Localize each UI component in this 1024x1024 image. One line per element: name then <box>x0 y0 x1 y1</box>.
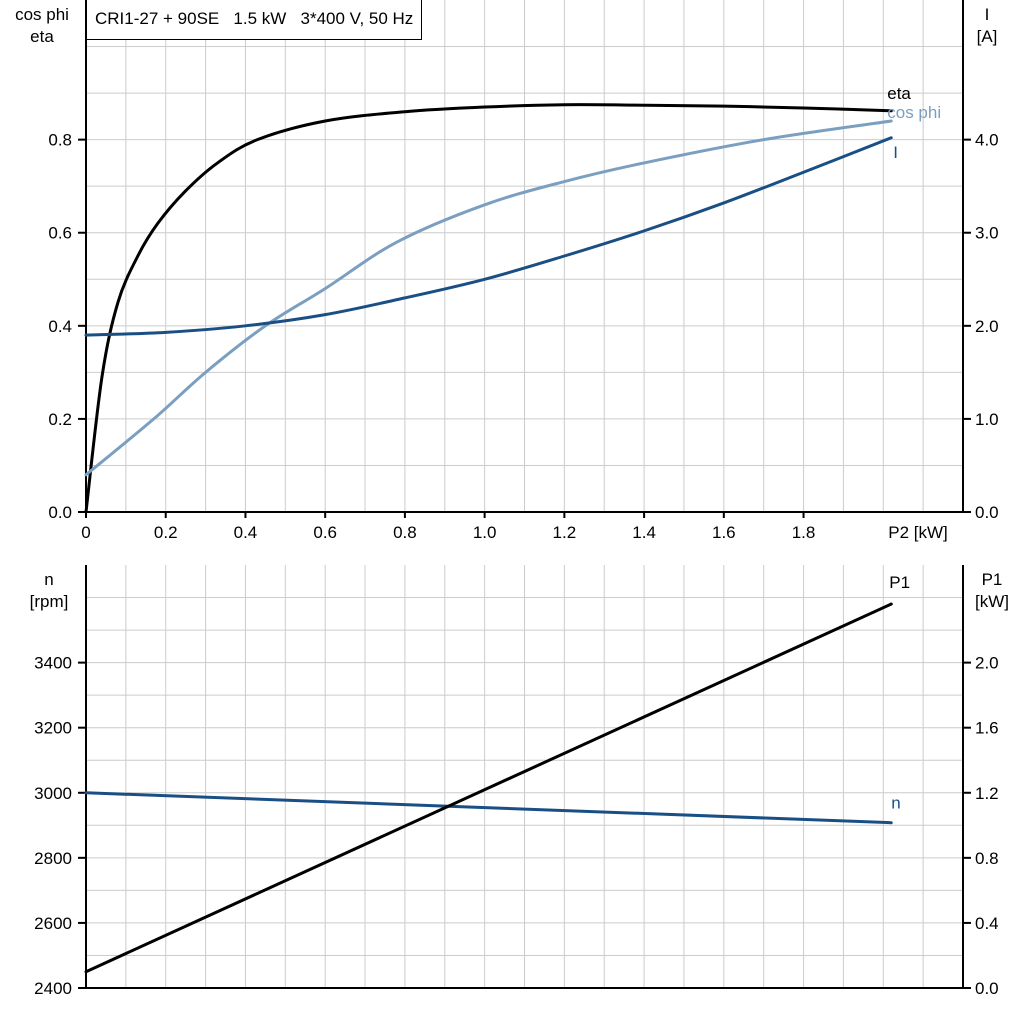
x-tick-label: 1.0 <box>473 523 497 542</box>
x-tick-label: 1.2 <box>553 523 577 542</box>
chart-title: CRI1-27 + 90SE 1.5 kW 3*400 V, 50 Hz <box>86 0 423 40</box>
y-axis-label-right: I <box>985 5 990 24</box>
y-tick-label-left: 2600 <box>34 914 72 933</box>
y-axis-label-left: eta <box>30 27 54 46</box>
x-tick-label: 1.6 <box>712 523 736 542</box>
y-tick-label-left: 2800 <box>34 849 72 868</box>
x-tick-label: 0.6 <box>313 523 337 542</box>
y-axis-label-left: cos phi <box>15 5 69 24</box>
y-tick-label-right: 2.0 <box>975 654 999 673</box>
y-tick-label-right: 1.2 <box>975 784 999 803</box>
x-tick-label: 1.8 <box>792 523 816 542</box>
series-label-eta: eta <box>887 84 911 103</box>
x-tick-label: 1.4 <box>632 523 656 542</box>
series-line-cos-phi <box>84 119 893 477</box>
y-axis-label-right: [A] <box>977 27 998 46</box>
series-label-n: n <box>891 794 900 813</box>
series-line-p1 <box>84 602 893 974</box>
y-tick-label-right: 4.0 <box>975 131 999 150</box>
y-tick-label-right: 0.0 <box>975 503 999 522</box>
series-label-cos-phi: cos phi <box>887 103 941 122</box>
y-tick-label-left: 3000 <box>34 784 72 803</box>
y-tick-label-left: 3200 <box>34 719 72 738</box>
series-label-i: I <box>893 143 898 162</box>
y-tick-label-right: 1.0 <box>975 410 999 429</box>
y-tick-label-right: 3.0 <box>975 224 999 243</box>
y-tick-label-left: 0.8 <box>48 131 72 150</box>
x-tick-label: 0 <box>81 523 90 542</box>
series-label-p1: P1 <box>889 573 910 592</box>
series-line-i <box>84 136 893 337</box>
y-tick-label-left: 0.0 <box>48 503 72 522</box>
y-axis-label-left: [rpm] <box>30 592 69 611</box>
y-tick-label-right: 0.4 <box>975 914 999 933</box>
y-tick-label-left: 3400 <box>34 654 72 673</box>
y-tick-label-right: 2.0 <box>975 317 999 336</box>
y-axis-label-right: [kW] <box>975 592 1009 611</box>
y-tick-label-left: 0.4 <box>48 317 72 336</box>
y-tick-label-left: 0.6 <box>48 224 72 243</box>
y-tick-label-right: 0.8 <box>975 849 999 868</box>
y-tick-label-right: 0.0 <box>975 979 999 998</box>
series-line-eta <box>84 103 893 514</box>
x-axis-label: P2 [kW] <box>888 523 948 542</box>
x-tick-label: 0.8 <box>393 523 417 542</box>
y-axis-label-right: P1 <box>982 570 1003 589</box>
y-tick-label-right: 1.6 <box>975 719 999 738</box>
x-tick-label: 0.4 <box>234 523 258 542</box>
y-tick-label-left: 2400 <box>34 979 72 998</box>
y-tick-label-left: 0.2 <box>48 410 72 429</box>
x-tick-label: 0.2 <box>154 523 178 542</box>
series-line-n <box>84 791 893 825</box>
y-axis-label-left: n <box>44 570 53 589</box>
